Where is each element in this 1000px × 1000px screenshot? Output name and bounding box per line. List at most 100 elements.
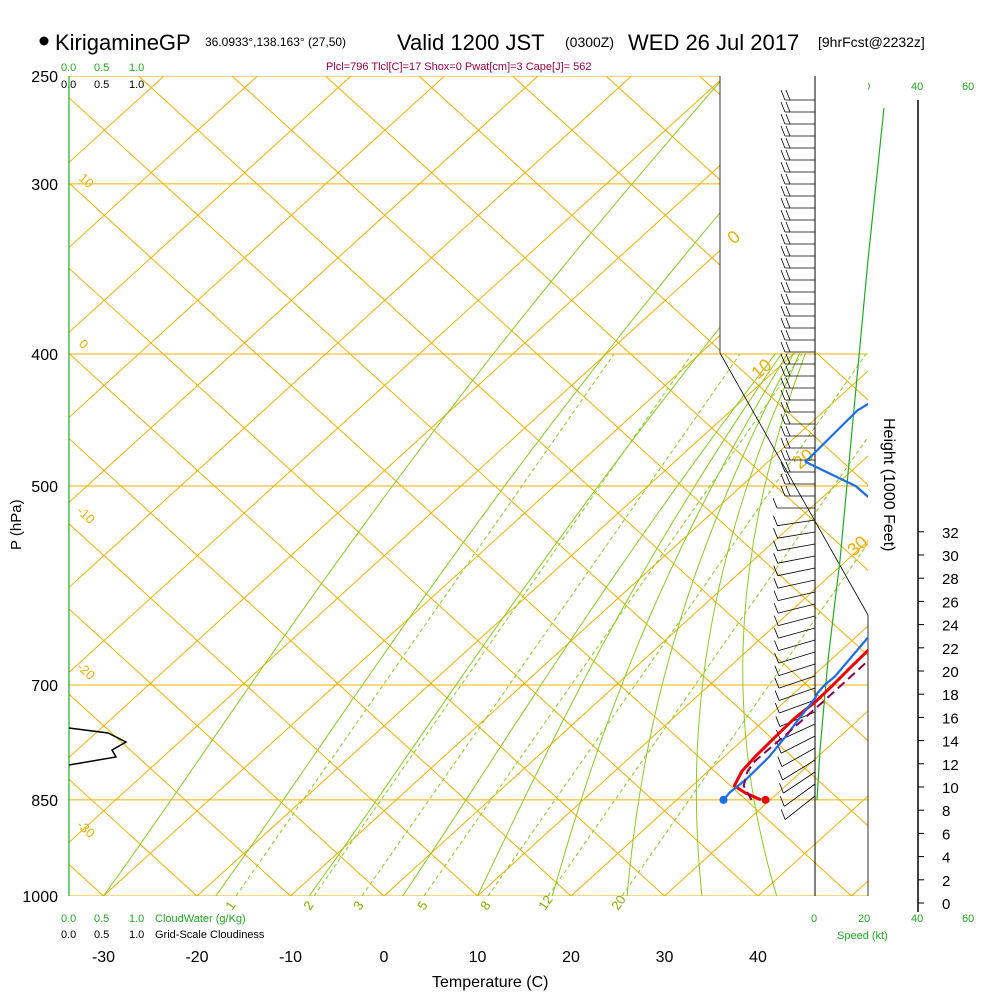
cloud-top-label-0: 0.0 [61, 62, 76, 74]
wind-barb-staff [778, 615, 816, 627]
moist-adiabat-line [103, 76, 726, 896]
dry-adiabat-line [325, 76, 868, 571]
wind-barb-flag [785, 245, 791, 257]
wind-barb-flag [779, 782, 784, 794]
wind-barb-flag [780, 209, 786, 221]
isotherm-line [69, 76, 445, 419]
wind-profile [772, 89, 885, 820]
wind-barb-flag [785, 449, 791, 461]
wind-barb-flag [780, 197, 786, 209]
wind-barb-flag [780, 353, 786, 365]
cloudiness-bottom-label-1: 0.5 [94, 929, 109, 941]
plot-frame [68, 76, 919, 912]
valid-zulu: (0300Z) [565, 34, 614, 50]
wind-barb-flag [780, 317, 786, 329]
wind-barb-staff [777, 531, 816, 539]
wind-barb-flag [785, 161, 791, 173]
wind-barb [773, 590, 816, 602]
moist-adiabat-line [215, 76, 838, 896]
wind-barb [780, 365, 815, 377]
cloudwater-title: CloudWater (g/Kg) [155, 913, 246, 925]
dry-adiabat-line [231, 76, 868, 657]
mixing-ratio-label: 3 [350, 898, 366, 913]
cloudiness-bottom-label-2: 1.0 [129, 929, 144, 941]
wind-barb [780, 329, 815, 341]
wind-barb-flag [785, 125, 791, 137]
wind-barb [780, 113, 815, 125]
wind-barb-flag [785, 341, 791, 353]
wind-barb-flag [773, 603, 779, 614]
wind-barb [780, 197, 815, 209]
wind-barb-flag [780, 281, 786, 293]
mixing-ratio-label: 20 [608, 892, 629, 912]
wind-barb-flag [774, 627, 779, 639]
wind-barb-flag [780, 257, 786, 269]
wind-barb-flag [785, 113, 791, 125]
surface-temperature-marker [761, 795, 770, 804]
wind-speed-line [816, 107, 885, 801]
wind-barb-flag [774, 640, 779, 651]
wind-barb-staff [778, 675, 816, 689]
y-axis-title: P (hPa) [8, 499, 25, 550]
isotherm-label: -30 [74, 817, 98, 841]
wind-barb-flag [779, 796, 785, 807]
background-grid [0, 76, 868, 896]
wind-barb-flag [780, 101, 786, 113]
isotherm-line [69, 76, 258, 249]
wind-barb-staff [778, 639, 816, 652]
wind-barb-staff [777, 579, 816, 589]
wind-barb-flag [773, 528, 778, 539]
speed-top-label-2: 40 [911, 81, 923, 93]
wind-barb-flag [780, 89, 786, 101]
wind-barb [774, 627, 816, 639]
wind-barb-flag [780, 149, 786, 161]
wind-barb [772, 497, 815, 509]
wind-barb-staff [779, 687, 816, 701]
height-tick-label: 24 [942, 618, 959, 635]
wind-barb-flag [775, 716, 781, 727]
wind-barb [778, 759, 816, 781]
wind-barb-flag [785, 149, 791, 161]
wind-barb-staff [779, 699, 816, 714]
wind-barb [780, 473, 815, 485]
cloudwater-label-0: 0.0 [61, 913, 76, 925]
dry-adiabat-line [69, 608, 385, 896]
dry-adiabat-line [0, 76, 10, 896]
wind-barb [780, 257, 815, 269]
temperature-tick-label: -20 [185, 949, 208, 966]
wind-barb-flag [785, 185, 791, 197]
wind-barb-flag [780, 365, 786, 377]
speed-bottom-label-3: 60 [962, 913, 974, 925]
temperature-tick-label: 10 [469, 949, 487, 966]
isotherm-label: -10 [74, 503, 98, 527]
height-tick-label: 20 [942, 664, 959, 681]
mixing-ratio-label: 8 [477, 898, 493, 913]
wind-barb [773, 615, 816, 627]
mixing-ratio-label: 2 [300, 898, 316, 913]
wind-barb-flag [780, 185, 786, 197]
cloud-top-label-1: 0.5 [94, 62, 109, 74]
wind-barb-flag [773, 515, 778, 526]
wind-barb [780, 401, 815, 413]
wind-barb-flag [780, 161, 786, 173]
wind-barb-flag [785, 461, 791, 473]
dry-adiabat-line [418, 76, 868, 486]
wind-barb-staff [777, 543, 816, 552]
dry-adiabat-line [69, 523, 478, 896]
pressure-tick-label: 250 [31, 69, 58, 86]
height-tick-label: 22 [942, 641, 959, 658]
wind-barb-flag [785, 401, 791, 413]
wind-barb-flag [785, 89, 791, 101]
surface-dewpoint-marker [719, 795, 728, 804]
height-tick-label: 12 [942, 757, 959, 774]
wind-barb-staff [783, 771, 816, 794]
wind-barb [780, 317, 815, 329]
wind-barb-flag [780, 173, 786, 185]
wind-barb-flag [785, 173, 791, 185]
wind-barb [780, 353, 815, 365]
wind-barb-flag [780, 305, 786, 317]
dry-adiabat-line [512, 76, 868, 401]
wind-barb-flag [774, 702, 780, 714]
wind-barb-flag [780, 809, 786, 820]
